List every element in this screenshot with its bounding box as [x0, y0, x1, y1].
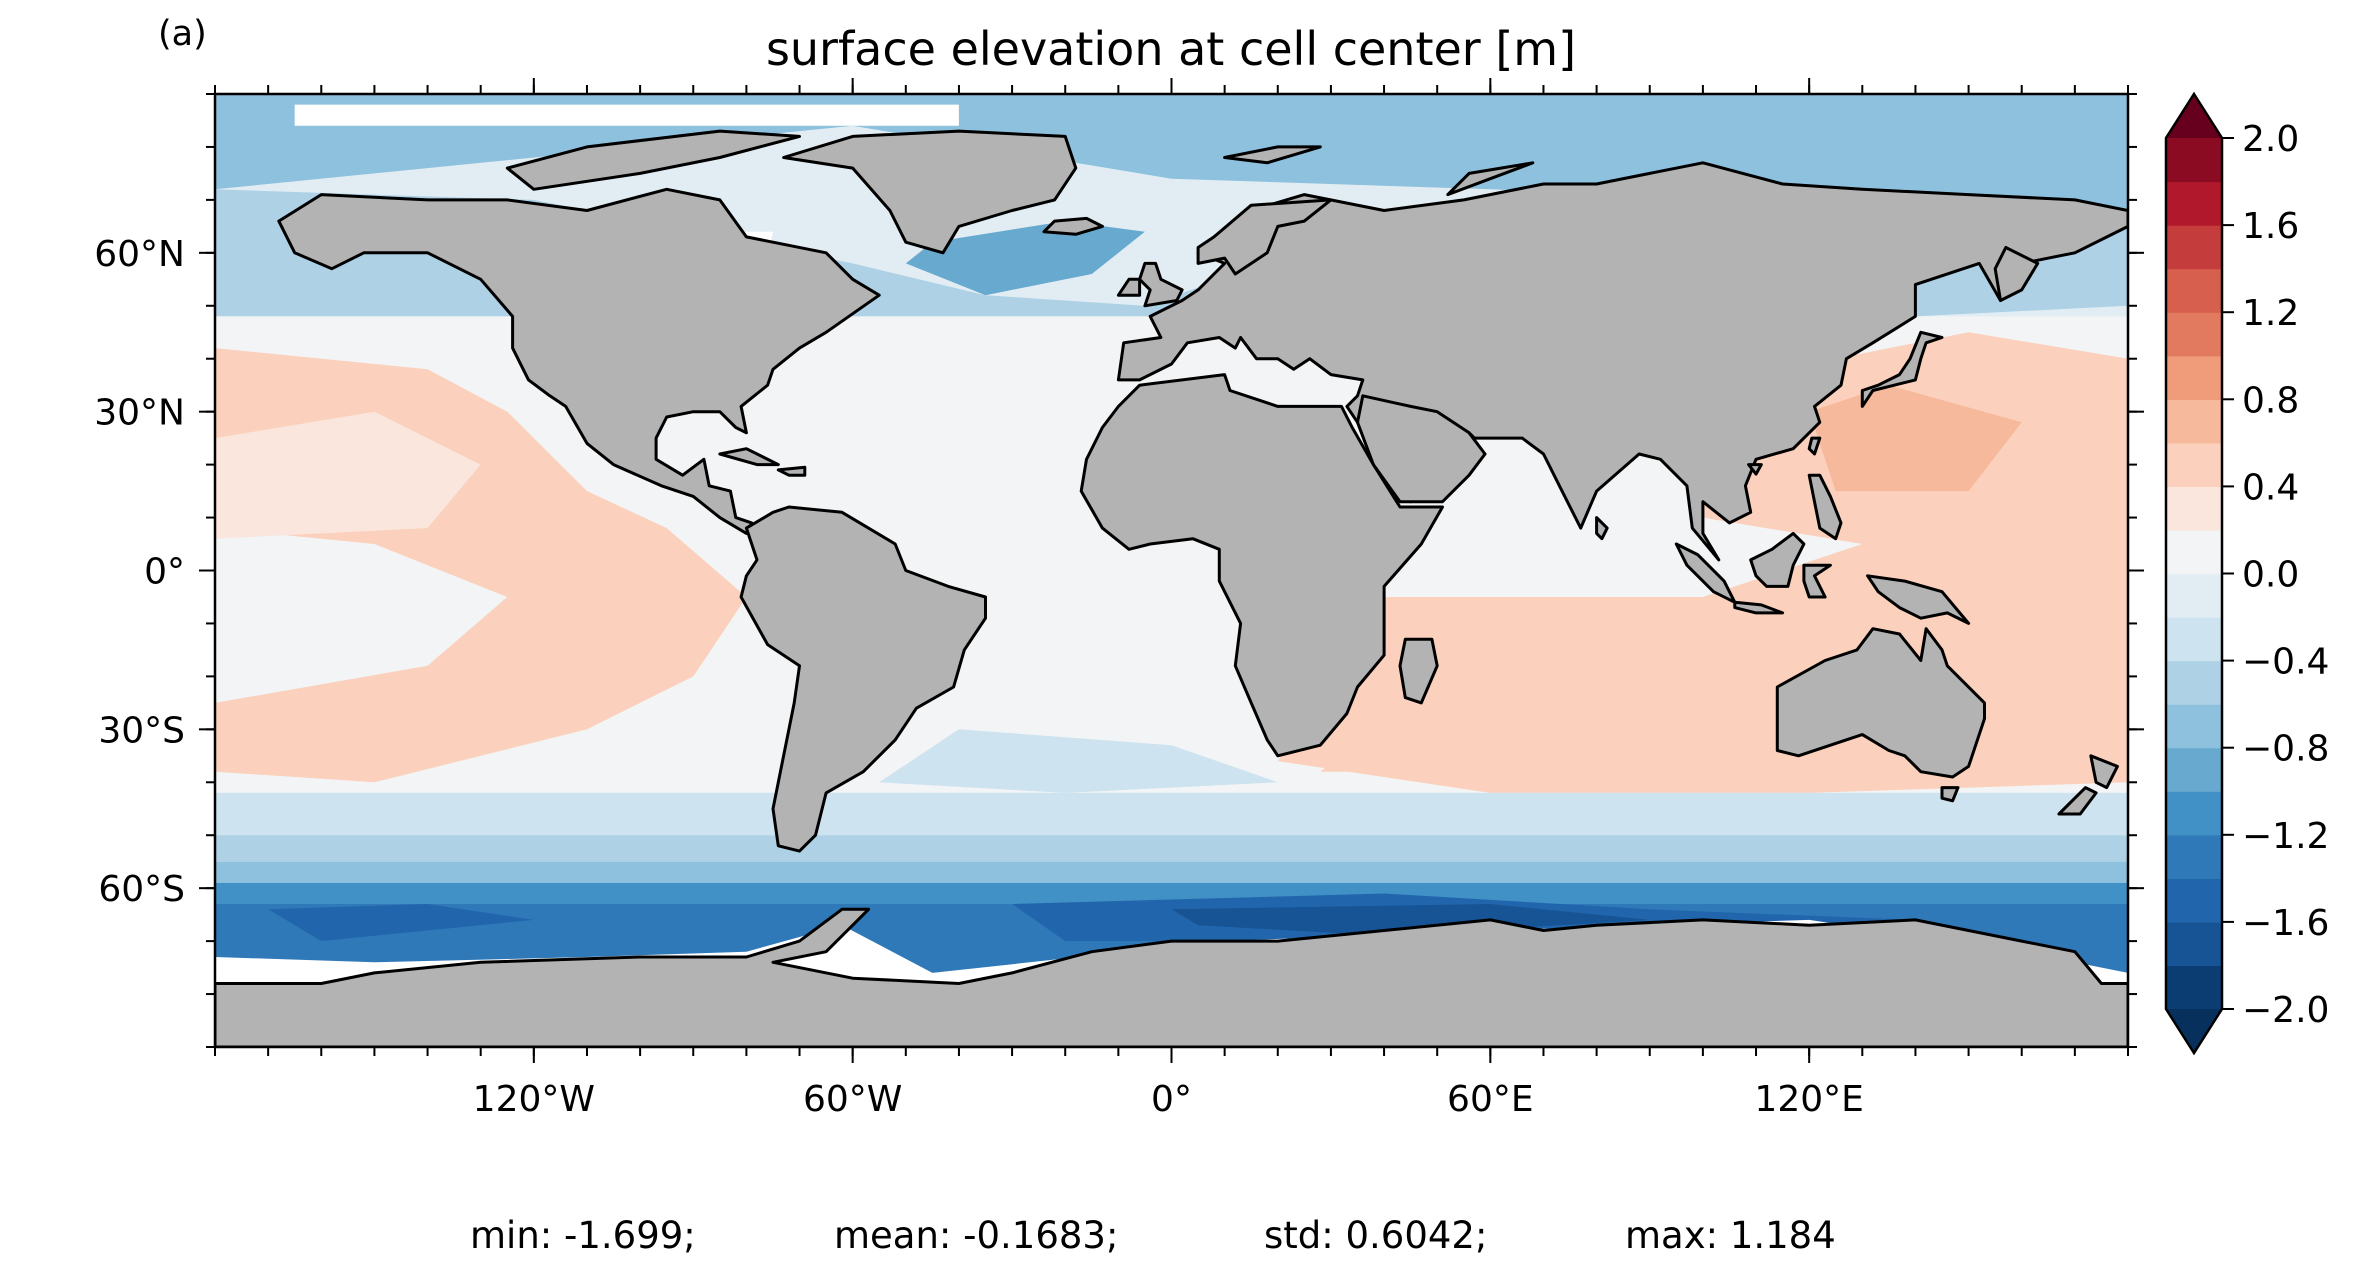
land-arctic-islands [505, 129, 801, 191]
lon-tick-label: 120°W [473, 1079, 595, 1120]
colorbar-segment [2166, 442, 2222, 487]
map-area: 120°W 60°W 0° 60°E 120°E 60°N 30°N 0° 30°S 60°S [94, 78, 2144, 1120]
lon-tick-label: 0° [1151, 1079, 1192, 1120]
ocean-contour-band [215, 792, 2128, 836]
colorbar: 2.0 1.6 1.2 0.8 0.4 0.0 −0.4 −0.8 −1.2 −1.6 −2.0 [2164, 91, 2329, 1056]
lon-tick-label: 60°W [803, 1079, 902, 1120]
colorbar-segment [2166, 312, 2222, 357]
land-svalbard [1223, 145, 1322, 165]
land-tasmania [1940, 786, 1960, 803]
land-kamchatka-fill [1993, 246, 2040, 302]
colorbar-tick-label: 1.2 [2242, 293, 2299, 334]
lat-tick-label: 0° [144, 552, 185, 593]
lat-tick-label: 60°N [94, 234, 185, 275]
land-ireland [1116, 277, 1142, 297]
land-hispaniola [776, 465, 807, 477]
map-title: surface elevation at cell center [m] [766, 22, 1576, 76]
colorbar-tick-label: −0.8 [2242, 729, 2329, 770]
statistics-line: min: -1.699; mean: -0.1683; std: 0.6042;… [470, 1214, 1836, 1257]
land-great-britain [1138, 261, 1184, 308]
land-africa [1079, 373, 1444, 758]
colorbar-tick-label: −1.2 [2242, 816, 2329, 857]
ocean-contour-band [905, 221, 1145, 296]
ocean-contour-band [215, 411, 481, 539]
land-new-guinea [1866, 574, 1971, 625]
colorbar-tick-label: −2.0 [2242, 990, 2329, 1031]
land-philippines [1807, 473, 1843, 541]
colorbar-segment [2166, 225, 2222, 270]
colorbar-tick-label: −1.6 [2242, 903, 2329, 944]
lat-tick-label: 30°S [98, 710, 185, 751]
stat-max: max: 1.184 [1625, 1214, 1836, 1257]
ocean-contour-band [852, 358, 1145, 571]
colorbar-tick-label: 1.6 [2242, 206, 2299, 247]
land-sulawesi [1802, 563, 1832, 599]
ocean-contour-band [215, 861, 2128, 883]
ocean-contour-band [879, 729, 1278, 793]
stat-std: std: 0.6042; [1264, 1214, 1487, 1257]
ocean-contour-band [1809, 385, 2022, 492]
land-south-america [739, 505, 987, 853]
colorbar-segment [2166, 617, 2222, 662]
land-scandinavia-fill [1196, 198, 1333, 276]
ocean-contour-band [215, 882, 2128, 904]
colorbar-segment [2166, 834, 2222, 879]
colorbar-segment [2166, 355, 2222, 400]
colorbar-extend-high [2166, 94, 2222, 138]
colorbar-segment [2166, 965, 2222, 1010]
colorbar-tick-label: 0.0 [2242, 555, 2299, 596]
land-arabia-fill [1356, 394, 1487, 504]
ocean-contour-band [1171, 904, 1650, 936]
colorbar-segment [2166, 921, 2222, 967]
ocean-contour-band [215, 835, 2128, 862]
land-iceland [1042, 216, 1104, 236]
colorbar-extend-low [2166, 1009, 2222, 1053]
lat-tick-label: 60°S [98, 869, 185, 910]
land-borneo [1749, 531, 1806, 588]
land-australia [1775, 627, 1986, 779]
land-north-america [277, 187, 881, 535]
colorbar-segment [2166, 878, 2222, 923]
stat-min: min: -1.699; [470, 1214, 696, 1257]
land-antarctica [215, 907, 2128, 1047]
land-eurasia [1116, 161, 2128, 562]
lon-tick-label: 60°E [1447, 1079, 1534, 1120]
lon-tick-label: 120°E [1754, 1079, 1863, 1120]
map-content [215, 94, 2128, 1047]
lat-tick-label: 30°N [94, 393, 185, 434]
land-java [1733, 600, 1785, 615]
panel-label: (a) [158, 14, 207, 54]
land-japan [1860, 330, 1944, 408]
colorbar-segment [2166, 704, 2222, 749]
land-new-zealand-south [2057, 786, 2098, 816]
land-novaya-zemlya [1446, 161, 1535, 197]
colorbar-segment [2166, 486, 2222, 531]
colorbar-segment [2166, 268, 2222, 313]
land-madagascar [1398, 637, 1439, 705]
land-new-zealand-north [2089, 754, 2119, 790]
colorbar-segment [2166, 747, 2222, 792]
colorbar-segment [2166, 181, 2222, 226]
map-axes: 120°W 60°W 0° 60°E 120°E 60°N 30°N 0° 30°S 60°S [94, 78, 2144, 1120]
colorbar-segment [2166, 138, 2222, 183]
colorbar-segment [2166, 791, 2222, 836]
land-greenland [782, 129, 1078, 255]
colorbar-tick-label: 0.4 [2242, 467, 2299, 508]
land-sri-lanka [1595, 516, 1609, 541]
colorbar-tick-label: 2.0 [2242, 119, 2299, 160]
ocean-contour-band [1320, 697, 1650, 772]
colorbar-tick-label: 0.8 [2242, 380, 2299, 421]
colorbar-segment [2166, 399, 2222, 444]
land-taiwan [1807, 436, 1822, 456]
land-hainan [1747, 463, 1763, 476]
colorbar-segment [2166, 529, 2222, 575]
colorbar-segment [2166, 660, 2222, 705]
land-cuba [718, 447, 780, 467]
stat-mean: mean: -0.1683; [834, 1214, 1118, 1257]
missing-data-region [294, 104, 959, 126]
colorbar-segment [2166, 573, 2222, 618]
colorbar-tick-label: −0.4 [2242, 642, 2329, 683]
ocean-contour-band [268, 904, 534, 942]
